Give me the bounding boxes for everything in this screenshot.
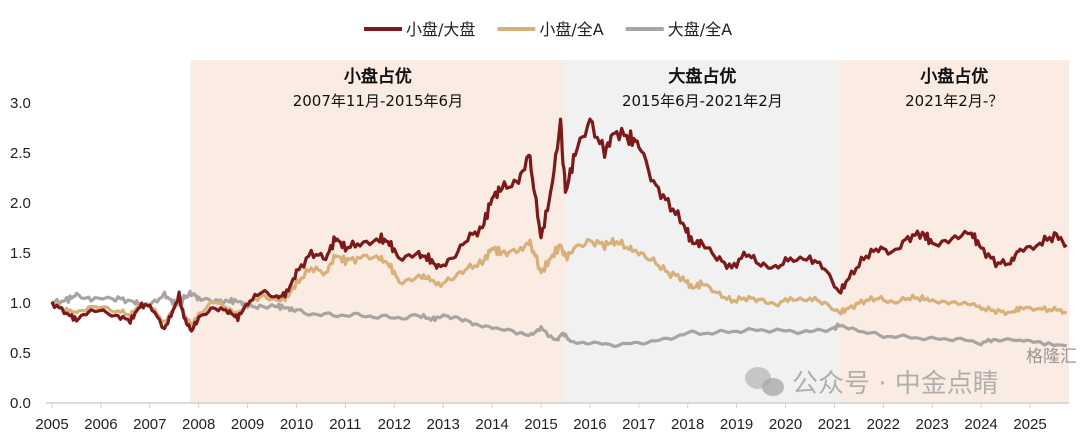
- region-subtitle: 2015年6月-2021年2月: [622, 92, 783, 110]
- y-tick-label: 2.5: [10, 145, 31, 162]
- x-tick-label: 2013: [427, 416, 460, 433]
- legend-label: 小盘/全A: [539, 20, 603, 39]
- y-tick-label: 1.0: [10, 295, 31, 312]
- y-tick-label: 0.5: [10, 345, 31, 362]
- x-tick-label: 2009: [231, 416, 264, 433]
- x-tick-label: 2007: [133, 416, 166, 433]
- y-tick-label: 0.0: [10, 395, 31, 412]
- x-tick-label: 2022: [867, 416, 900, 433]
- region-subtitle: 2007年11月-2015年6月: [293, 92, 463, 110]
- watermark-text: 公众号 · 中金点睛: [792, 369, 999, 399]
- x-tick-label: 2010: [280, 416, 313, 433]
- y-tick-label: 2.0: [10, 195, 31, 212]
- series-line-small_all: [50, 236, 1067, 329]
- x-tick-label: 2012: [378, 416, 411, 433]
- x-tick-label: 2019: [720, 416, 753, 433]
- x-tick-label: 2008: [182, 416, 215, 433]
- y-tick-label: 3.0: [10, 95, 31, 112]
- legend-label: 大盘/全A: [668, 20, 732, 39]
- x-tick-label: 2015: [524, 416, 557, 433]
- x-tick-label: 2024: [964, 416, 997, 433]
- wechat-icon: [745, 367, 784, 396]
- x-tick-label: 2017: [622, 416, 655, 433]
- x-tick-label: 2005: [35, 416, 68, 433]
- region-title: 小盘占优: [344, 66, 412, 87]
- x-tick-label: 2018: [671, 416, 704, 433]
- series-line-small_large: [50, 117, 1068, 333]
- region-title: 大盘占优: [668, 66, 736, 87]
- x-tick-label: 2011: [329, 416, 361, 433]
- region-pink: [190, 60, 566, 403]
- region-title: 小盘占优: [920, 66, 988, 87]
- x-tick-label: 2023: [916, 416, 949, 433]
- x-tick-label: 2025: [1013, 416, 1046, 433]
- legend: 小盘/大盘 小盘/全A 大盘/全A: [364, 20, 732, 39]
- region-gray: [565, 60, 840, 403]
- x-tick-label: 2006: [84, 416, 117, 433]
- legend-label: 小盘/大盘: [406, 20, 475, 39]
- region-pink: [839, 60, 1070, 403]
- region-subtitle: 2021年2月-？: [905, 92, 1003, 110]
- x-tick-label: 2021: [818, 416, 851, 433]
- x-tick-label: 2020: [769, 416, 802, 433]
- watermark: 公众号 · 中金点睛 格隆汇: [745, 347, 1077, 399]
- y-tick-label: 1.5: [10, 245, 31, 262]
- series-line-large_all: [51, 289, 1067, 349]
- corner-watermark: 格隆汇: [1026, 347, 1077, 366]
- x-tick-label: 2014: [475, 416, 508, 433]
- x-tick-label: 2016: [573, 416, 606, 433]
